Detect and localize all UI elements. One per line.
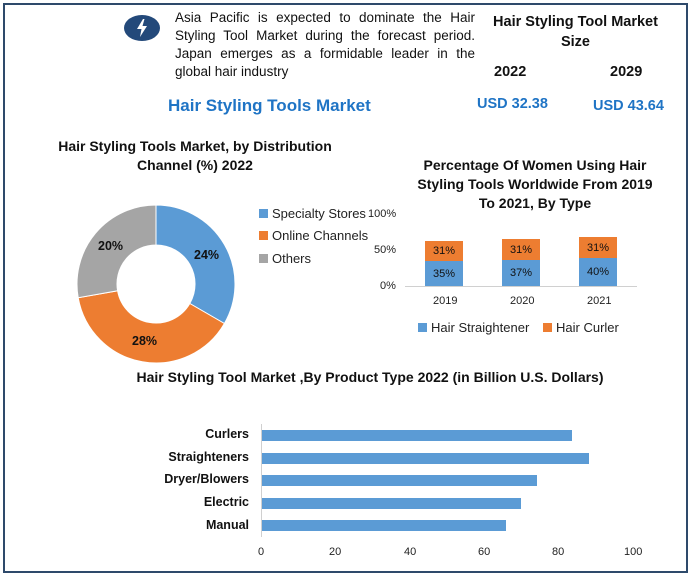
xtick-2019: 2019 [433, 295, 458, 307]
label-others: 20% [98, 239, 124, 253]
y-axis [261, 424, 262, 537]
bar-2019-straightener: 35% [425, 261, 463, 286]
label-dryer-blowers: Dryer/Blowers [164, 472, 249, 486]
bar-electric [262, 498, 521, 509]
ytick-0: 0% [380, 280, 396, 292]
bar-curlers [262, 430, 572, 441]
label-curlers: Curlers [205, 427, 249, 441]
label-manual: Manual [205, 518, 249, 532]
bar-2021-straightener: 40% [579, 258, 617, 286]
x-axis [405, 286, 637, 287]
value-2022: USD 32.38 [477, 96, 548, 112]
xtick-60: 60 [478, 546, 491, 558]
bar-2020-curler: 31% [502, 239, 540, 260]
legend-specialty-stores: Specialty Stores [259, 206, 366, 221]
xtick-2021: 2021 [587, 295, 612, 307]
year-2029: 2029 [610, 64, 643, 80]
market-size-title: Hair Styling Tool Market Size [493, 14, 658, 50]
intro-text: Asia Pacific is expected to dominate the… [175, 10, 475, 79]
bar-2021-curler: 31% [579, 237, 617, 258]
label-electric: Electric [203, 495, 249, 509]
xtick-20: 20 [329, 546, 342, 558]
lightning-bolt-icon [124, 15, 160, 41]
xtick-40: 40 [404, 546, 417, 558]
bar-dryer-blowers [262, 475, 537, 486]
bar-straighteners [262, 453, 589, 464]
xtick-100: 100 [624, 546, 643, 558]
xtick-80: 80 [552, 546, 565, 558]
legend-online-channels: Online Channels [259, 228, 368, 243]
bar-2019-curler: 31% [425, 241, 463, 261]
main-title: Hair Styling Tools Market [168, 96, 371, 115]
label-online: 28% [132, 334, 158, 348]
legend-hair-straightener: Hair Straightener [418, 320, 529, 335]
ytick-50: 50% [374, 244, 397, 256]
label-specialty: 24% [194, 248, 220, 262]
donut-chart [76, 204, 236, 364]
label-straighteners: Straighteners [168, 450, 249, 464]
bar-manual [262, 520, 506, 531]
ytick-100: 100% [368, 208, 397, 220]
bar-2020-straightener: 37% [502, 260, 540, 286]
value-2029: USD 43.64 [593, 98, 664, 114]
product-chart-title: Hair Styling Tool Market ,By Product Typ… [136, 369, 604, 385]
stacked-chart-title: Percentage Of Women Using Hair Styling T… [417, 157, 653, 211]
xtick-2020: 2020 [510, 295, 535, 307]
infographic-frame [3, 3, 688, 573]
donut-chart-title: Hair Styling Tools Market, by Distributi… [58, 138, 332, 173]
legend-hair-curler: Hair Curler [543, 320, 619, 335]
xtick-0: 0 [258, 546, 265, 558]
year-2022: 2022 [494, 64, 527, 80]
legend-others: Others [259, 251, 311, 266]
